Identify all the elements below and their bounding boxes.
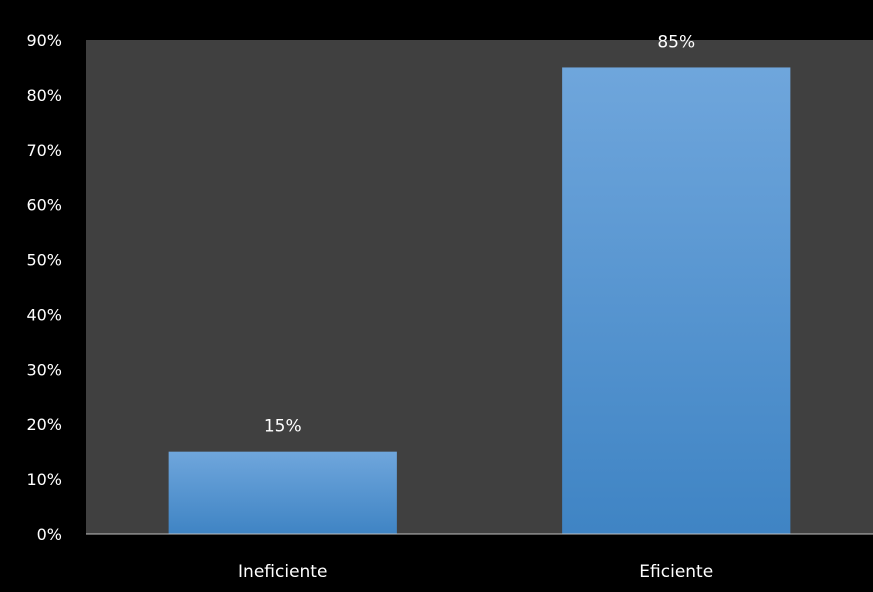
bar-ineficiente: [168, 451, 397, 534]
x-category-label: Ineficiente: [238, 562, 327, 582]
y-tick-label: 80%: [26, 86, 62, 105]
bars: 15% 85%: [168, 32, 791, 534]
y-tick-label: 0%: [37, 525, 62, 544]
x-axis-category-labels: Ineficiente Eficiente: [238, 562, 713, 582]
y-tick-label: 20%: [26, 415, 62, 434]
y-tick-label: 90%: [26, 31, 62, 50]
y-tick-label: 60%: [26, 196, 62, 215]
y-tick-label: 30%: [26, 360, 62, 379]
y-tick-label: 50%: [26, 251, 62, 270]
y-axis-tick-labels: 0% 10% 20% 30% 40% 50% 60% 70% 80% 90%: [26, 31, 62, 544]
data-label-ineficiente: 15%: [264, 417, 302, 437]
y-tick-label: 70%: [26, 141, 62, 160]
x-category-label: Eficiente: [639, 562, 713, 582]
data-label-eficiente: 85%: [657, 32, 695, 52]
bar-eficiente: [562, 67, 791, 534]
y-tick-label: 40%: [26, 305, 62, 324]
y-tick-label: 10%: [26, 470, 62, 489]
